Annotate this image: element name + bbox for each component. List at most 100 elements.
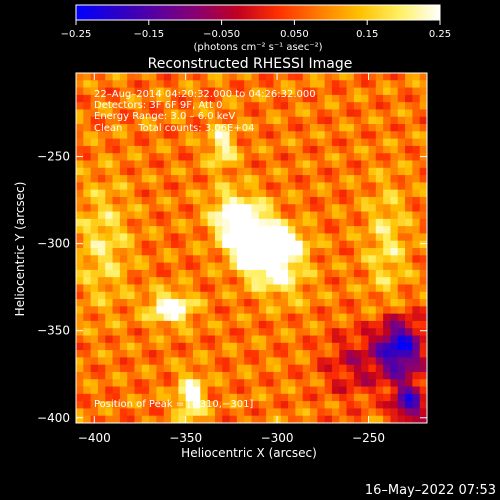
heatmap-cell [97, 131, 106, 140]
heatmap-cell [236, 401, 245, 409]
heatmap-cell [171, 131, 179, 140]
heatmap-cell [97, 350, 106, 358]
heatmap-cell [119, 116, 128, 125]
heatmap-cell [244, 138, 252, 147]
heatmap-cell [185, 233, 194, 242]
heatmap-cell [222, 299, 230, 307]
heatmap-cell [331, 240, 340, 249]
heatmap-cell [141, 175, 150, 183]
heatmap-cell [273, 131, 282, 140]
heatmap-cell [156, 189, 165, 198]
heatmap-cell [141, 299, 150, 307]
heatmap-cell [76, 306, 84, 315]
heatmap-cell [163, 269, 172, 278]
heatmap-cell [353, 80, 362, 88]
heatmap-cell [288, 262, 296, 271]
heatmap-cell [317, 167, 326, 176]
heatmap-cell [368, 218, 377, 227]
heatmap-cell [288, 371, 296, 380]
heatmap-cell [346, 131, 355, 140]
heatmap-cell [280, 342, 289, 351]
heatmap-cell [266, 350, 274, 358]
heatmap-cell [419, 262, 428, 271]
heatmap-cell [127, 277, 135, 285]
heatmap-cell [112, 145, 121, 154]
heatmap-cell [324, 386, 333, 395]
heatmap-cell [141, 313, 150, 322]
heatmap-cell [76, 138, 84, 147]
heatmap-cell [83, 415, 92, 424]
heatmap-cell [207, 116, 216, 125]
heatmap-cell [185, 80, 194, 88]
heatmap-cell [207, 87, 216, 96]
heatmap-cell [390, 189, 399, 198]
heatmap-cell [83, 145, 92, 154]
heatmap-cell [83, 262, 92, 271]
heatmap-cell [236, 277, 245, 285]
heatmap-cell [97, 73, 106, 81]
heatmap-cell [193, 415, 201, 424]
heatmap-cell [266, 291, 274, 300]
heatmap-cell [419, 182, 428, 191]
heatmap-cell [127, 102, 135, 110]
heatmap-cell [229, 393, 238, 402]
heatmap-cell [178, 131, 187, 140]
heatmap-cell [185, 204, 194, 212]
heatmap-cell [353, 102, 362, 110]
heatmap-cell [251, 262, 260, 271]
heatmap-cell [119, 379, 128, 387]
heatmap-cell [251, 320, 260, 329]
heatmap-cell [273, 320, 282, 329]
heatmap-cell [397, 408, 406, 417]
heatmap-cell [163, 255, 172, 263]
heatmap-cell [383, 328, 391, 336]
heatmap-cell [288, 153, 296, 161]
heatmap-cell [317, 357, 326, 366]
heatmap-cell [214, 233, 223, 242]
heatmap-cell [83, 109, 92, 118]
heatmap-cell [207, 284, 216, 293]
y-tick-label-1: −300 [37, 237, 70, 251]
heatmap-cell [244, 371, 252, 380]
heatmap-cell [83, 211, 92, 220]
heatmap-cell [83, 255, 92, 263]
heatmap-cell [163, 262, 172, 271]
heatmap-cell [134, 342, 143, 351]
heatmap-cell [280, 393, 289, 402]
heatmap-cell [185, 153, 194, 161]
heatmap-cell [112, 379, 121, 387]
heatmap-cell [390, 145, 399, 154]
heatmap-cell [200, 87, 209, 96]
heatmap-cell [207, 160, 216, 169]
heatmap-cell [324, 80, 333, 88]
heatmap-cell [419, 189, 428, 198]
heatmap-cell [288, 291, 296, 300]
heatmap-cell [178, 342, 187, 351]
heatmap-cell [412, 386, 421, 395]
heatmap-cell [310, 218, 318, 227]
heatmap-cell [127, 262, 135, 271]
heatmap-cell [288, 87, 296, 96]
heatmap-cell [302, 248, 311, 256]
heatmap-cell [185, 102, 194, 110]
heatmap-cell [405, 116, 413, 125]
heatmap-cell [266, 357, 274, 366]
heatmap-cell [302, 145, 311, 154]
heatmap-cell [119, 248, 128, 256]
heatmap-cell [178, 415, 187, 424]
heatmap-cell [419, 342, 428, 351]
heatmap-cell [375, 196, 384, 205]
heatmap-cell [273, 160, 282, 169]
heatmap-cell [112, 233, 121, 242]
heatmap-cell [90, 335, 99, 344]
heatmap-cell [302, 182, 311, 191]
heatmap-cell [346, 160, 355, 169]
heatmap-cell [383, 87, 391, 96]
heatmap-cell [229, 415, 238, 424]
heatmap-cell [127, 153, 135, 161]
heatmap-cell [222, 175, 230, 183]
heatmap-cell [222, 248, 230, 256]
heatmap-cell [310, 233, 318, 242]
heatmap-cell [412, 116, 421, 125]
heatmap-cell [273, 248, 282, 256]
